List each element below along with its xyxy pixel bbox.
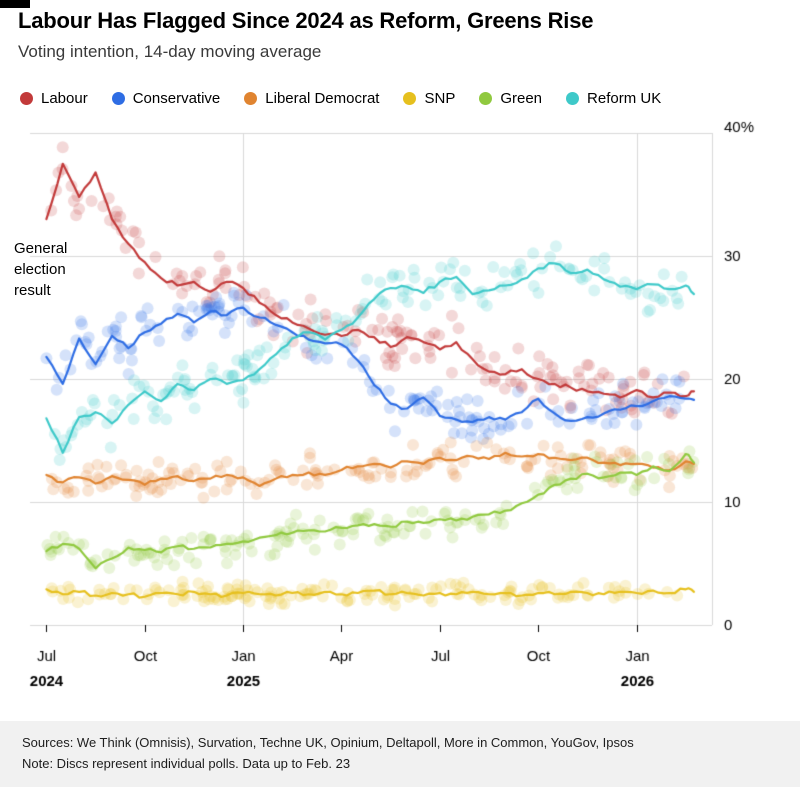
legend-swatch-icon bbox=[566, 92, 580, 105]
legend-label: Conservative bbox=[132, 90, 221, 107]
footer: Sources: We Think (Omnisis), Survation, … bbox=[0, 721, 800, 787]
chart-title: Labour Has Flagged Since 2024 as Reform,… bbox=[18, 8, 594, 33]
annotation-line-2: election bbox=[14, 261, 66, 278]
crop-mark bbox=[0, 0, 30, 8]
legend-swatch-icon bbox=[403, 92, 417, 105]
legend-item-liberal-democrat: Liberal Democrat bbox=[244, 90, 379, 107]
legend-swatch-icon bbox=[111, 92, 125, 105]
chart-subtitle: Voting intention, 14-day moving average bbox=[18, 42, 322, 61]
legend-item-green: Green bbox=[479, 90, 542, 107]
legend-swatch-icon bbox=[479, 92, 493, 105]
legend-item-reform-uk: Reform UK bbox=[566, 90, 661, 107]
annotation-line-1: General bbox=[14, 240, 68, 257]
legend-label: Liberal Democrat bbox=[265, 90, 380, 107]
legend-label: Reform UK bbox=[587, 90, 662, 107]
legend-item-snp: SNP bbox=[403, 90, 455, 107]
annotation-line-3: result bbox=[14, 282, 51, 299]
sources-text: Sources: We Think (Omnisis), Survation, … bbox=[22, 735, 634, 750]
legend-swatch-icon bbox=[20, 92, 33, 105]
legend-item-conservative: Conservative bbox=[111, 90, 221, 107]
legend: Labour Conservative Liberal Democrat SNP Gre… bbox=[20, 90, 661, 107]
legend-label: Labour bbox=[41, 90, 88, 107]
legend-label: SNP bbox=[424, 90, 456, 107]
annotation-general-election: General election result bbox=[14, 238, 92, 301]
legend-label: Green bbox=[500, 90, 543, 107]
note-text: Note: Discs represent individual polls. … bbox=[22, 756, 351, 771]
legend-item-labour: Labour bbox=[20, 90, 88, 107]
legend-swatch-icon bbox=[244, 92, 258, 105]
